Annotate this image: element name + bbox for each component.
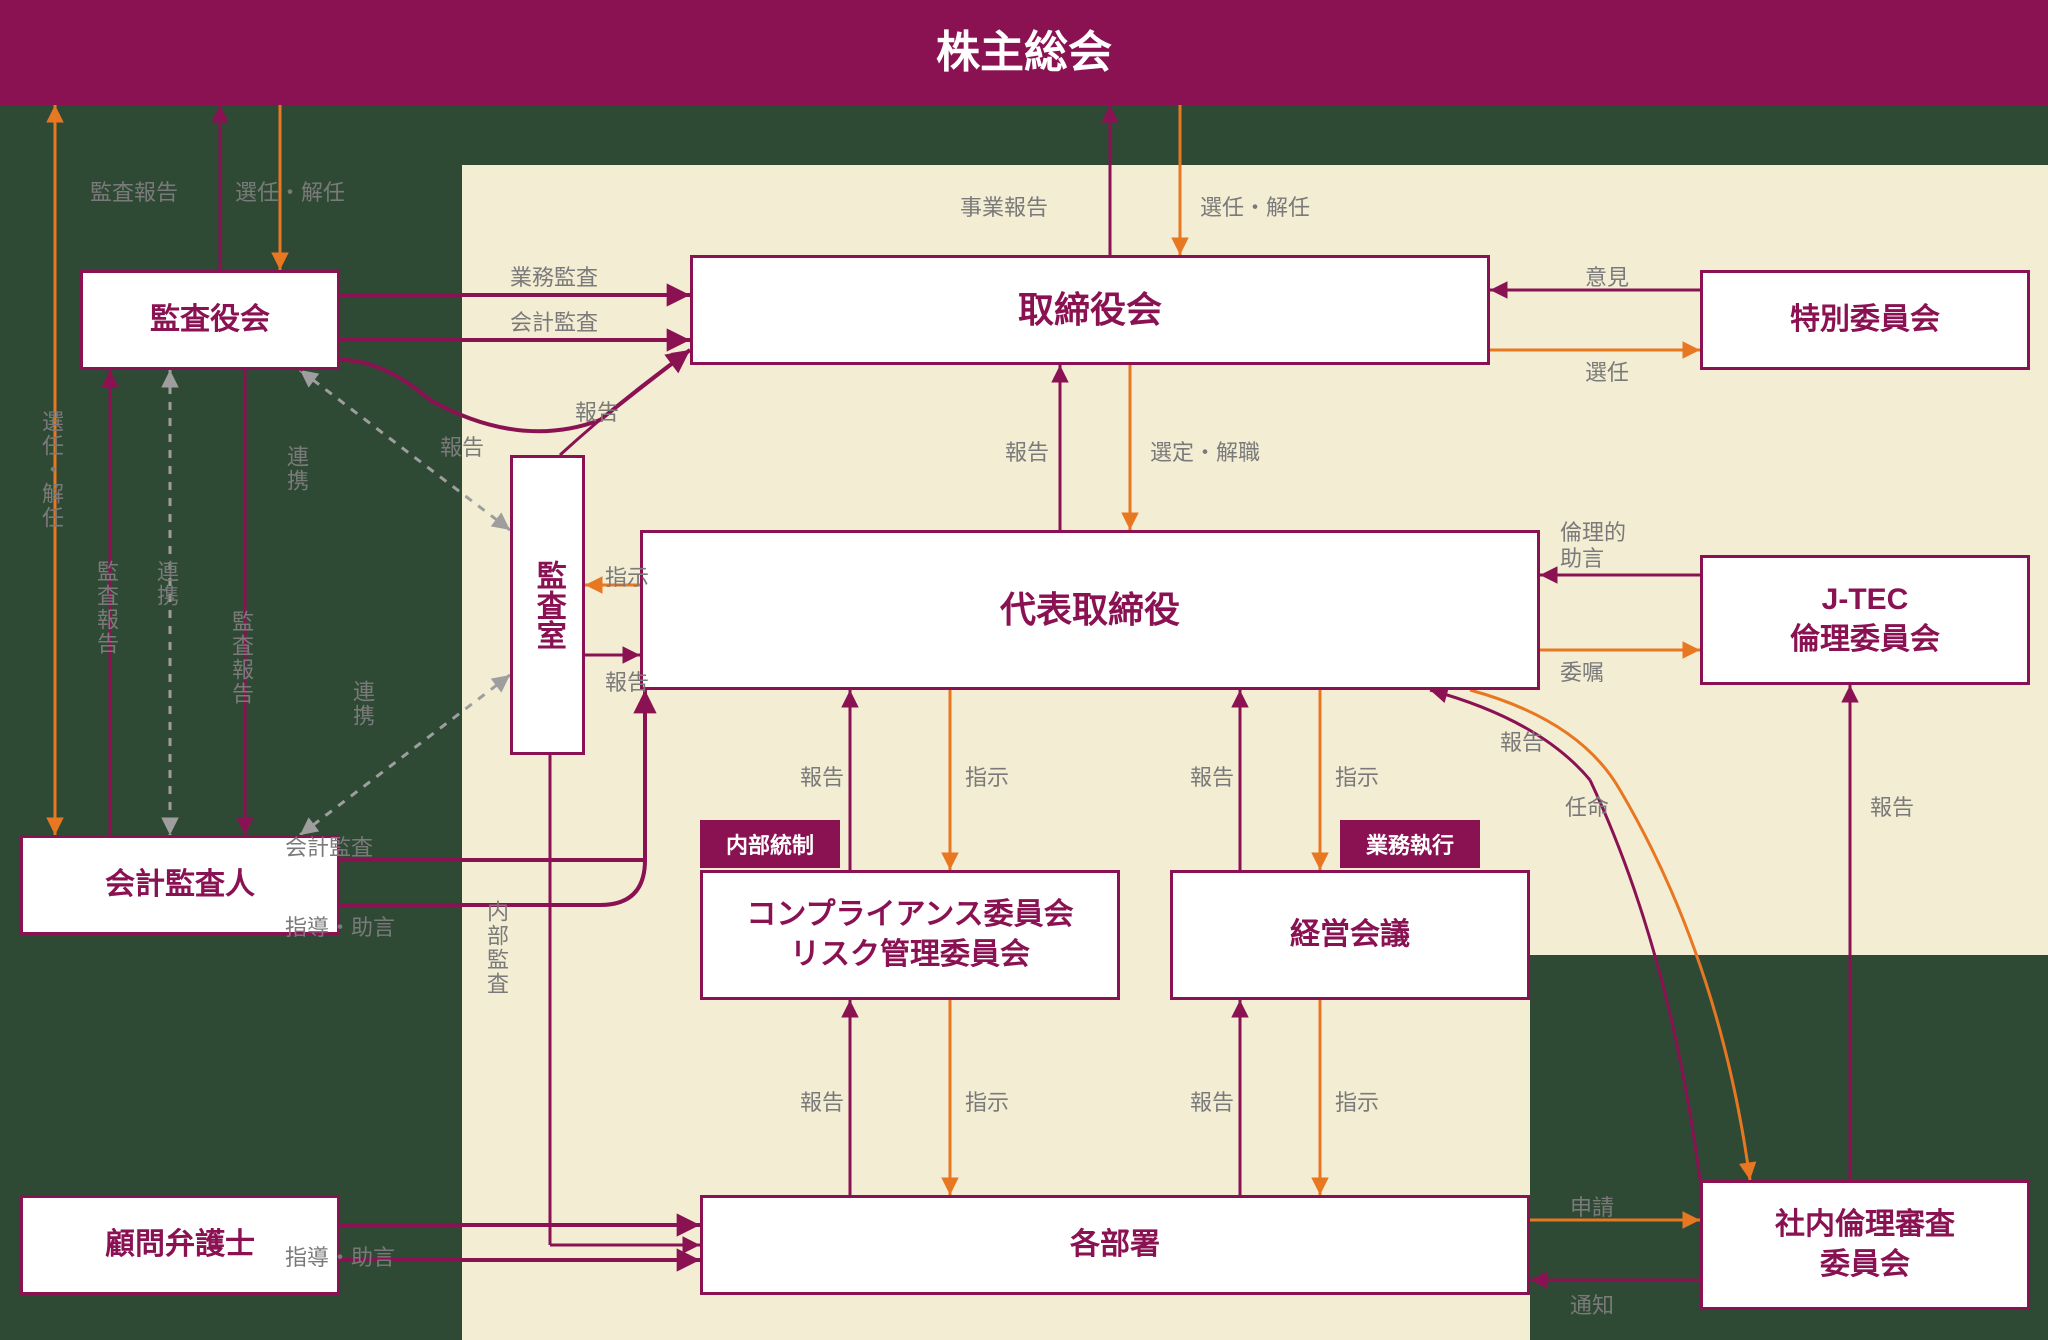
edge-label: 指示 [965,760,1009,792]
edge-label: 指示 [605,560,649,592]
edge-label: 業務監査 [510,260,598,292]
node-compliance: コンプライアンス委員会 リスク管理委員会 [700,870,1120,1000]
node-board: 取締役会 [690,255,1490,365]
edge-label: 通知 [1570,1288,1614,1320]
edge-label: 委嘱 [1560,655,1604,687]
edge-label: 申請 [1570,1190,1614,1222]
edge-label: 内部監査 [480,900,512,996]
edge-label: 報告 [1005,435,1049,467]
edge-label: 選任・解任 [35,410,67,530]
edge-label: 事業報告 [960,190,1048,222]
edge-label: 指導・助言 [285,910,395,942]
edge-label: 選任 [1585,355,1629,387]
edge-label: 選任・解任 [1200,190,1310,222]
tag-internalControl: 内部統制 [700,820,840,868]
edge-label: 報告 [575,395,619,427]
node-intEthics: 社内倫理審査 委員会 [1700,1180,2030,1310]
edge-label: 報告 [1870,790,1914,822]
node-special: 特別委員会 [1700,270,2030,370]
tag-execution: 業務執行 [1340,820,1480,868]
node-jtec: J-TEC 倫理委員会 [1700,555,2030,685]
node-ceo: 代表取締役 [640,530,1540,690]
edge-label: 監査報告 [90,560,122,656]
edge-label: 報告 [1190,760,1234,792]
edge-label: 指示 [1335,1085,1379,1117]
edge-label: 選定・解職 [1150,435,1260,467]
edge-label: 報告 [605,665,649,697]
node-auditors: 監査役会 [80,270,340,370]
edge-label: 任命 [1565,790,1609,822]
edge-label: 連携 [280,445,312,493]
edge-label: 選任・解任 [235,175,345,207]
edge-label: 会計監査 [510,305,598,337]
edge-label: 報告 [800,1085,844,1117]
node-auditRoom: 監査室 [510,455,585,755]
edge-label: 報告 [800,760,844,792]
edge-label: 指示 [1335,760,1379,792]
edge-label: 監査報告 [225,610,257,706]
edge-label: 会計監査 [285,830,373,862]
edge-label: 監査報告 [90,175,178,207]
edge-label: 報告 [440,430,484,462]
node-depts: 各部署 [700,1195,1530,1295]
edge-label: 意見 [1585,260,1629,292]
edge-label: 指導・助言 [285,1240,395,1272]
edge-label: 報告 [1190,1085,1234,1117]
edge-label: 連携 [150,560,182,608]
edge-label: 指示 [965,1085,1009,1117]
node-mgmt: 経営会議 [1170,870,1530,1000]
edge-label: 倫理的 助言 [1560,520,1626,573]
edge-label: 報告 [1500,725,1544,757]
header-bar: 株主総会 [0,0,2048,105]
edge-label: 連携 [346,680,378,728]
